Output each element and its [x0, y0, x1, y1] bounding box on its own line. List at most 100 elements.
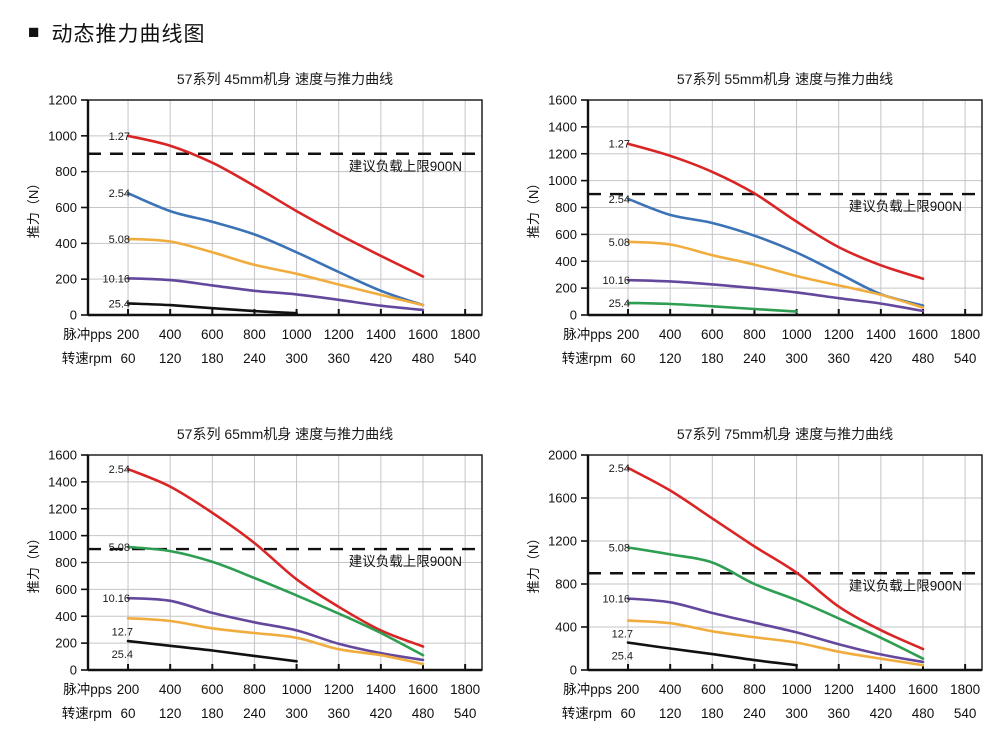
y-tick-label: 400	[55, 236, 77, 251]
x-tick-label-pps: 400	[159, 682, 182, 697]
curve-label-2.54: 2.54	[609, 194, 630, 206]
y-tick-label: 400	[55, 609, 77, 624]
curve-label-10.16: 10.16	[103, 593, 131, 605]
curve-label-12.7: 12.7	[612, 629, 633, 641]
x-tick-label-rpm: 540	[954, 351, 977, 366]
x-tick-label-pps: 200	[617, 327, 640, 342]
x-tick-label-pps: 400	[659, 327, 682, 342]
x-tick-label-rpm: 480	[912, 706, 935, 721]
x-row-label-pps: 脉冲pps	[63, 682, 112, 697]
x-tick-label-rpm: 360	[327, 351, 350, 366]
x-tick-label-pps: 600	[201, 327, 224, 342]
page-title: ■ 动态推力曲线图	[28, 18, 205, 48]
chart-panel-75mm: 57系列 75mm机身 速度与推力曲线 推力（N） 0 400 800 1200 1600 2…	[518, 415, 998, 733]
x-tick-label-pps: 1600	[908, 682, 938, 697]
x-tick-label-rpm: 180	[701, 706, 724, 721]
curve-12.7	[626, 619, 925, 667]
curve-10.16	[626, 597, 925, 664]
curve-5.08	[626, 546, 925, 660]
curve-label-5.08: 5.08	[109, 234, 130, 246]
y-tick-label: 1000	[48, 528, 77, 543]
curve-25.4	[626, 641, 798, 667]
x-tick-label-pps: 1200	[824, 682, 854, 697]
x-tick-label-rpm: 240	[243, 706, 266, 721]
curve-label-10.16: 10.16	[603, 275, 631, 287]
x-row-label-pps: 脉冲pps	[563, 327, 612, 342]
x-tick-label-rpm: 60	[621, 706, 636, 721]
x-tick-label-rpm: 180	[201, 351, 224, 366]
y-tick-label: 200	[55, 272, 77, 287]
x-tick-label-pps: 600	[201, 682, 224, 697]
curve-5.08	[126, 545, 425, 657]
charts-grid: 57系列 45mm机身 速度与推力曲线 推力（N） 0 200 400 600 800 100…	[18, 60, 1000, 733]
x-tick-label-pps: 1400	[366, 327, 396, 342]
x-tick-label-pps: 1600	[408, 682, 438, 697]
x-tick-label-rpm: 540	[954, 706, 977, 721]
curve-label-25.4: 25.4	[109, 298, 130, 310]
x-tick-label-rpm: 420	[370, 706, 393, 721]
y-axis-label: 推力（N）	[26, 532, 41, 593]
chart-panel-65mm: 57系列 65mm机身 速度与推力曲线 推力（N） 0 200 400 600 800 100…	[18, 415, 498, 733]
x-tick-label-pps: 800	[243, 682, 266, 697]
curve-10.16	[626, 278, 925, 313]
limit-line-label: 建议负载上限900N	[849, 199, 962, 214]
y-tick-label: 800	[55, 164, 77, 179]
x-tick-label-rpm: 420	[370, 351, 393, 366]
curve-5.08	[126, 237, 425, 307]
x-tick-label-rpm: 120	[659, 706, 682, 721]
x-tick-label-pps: 800	[243, 327, 266, 342]
y-tick-label: 0	[570, 663, 577, 678]
x-tick-label-pps: 1400	[866, 327, 896, 342]
x-tick-label-rpm: 60	[121, 706, 136, 721]
x-tick-label-rpm: 360	[827, 706, 850, 721]
y-tick-label: 1000	[548, 173, 577, 188]
curve-label-10.16: 10.16	[103, 273, 131, 285]
y-axis-label: 推力（N）	[526, 177, 541, 238]
y-tick-label: 1600	[548, 93, 577, 108]
y-tick-label: 0	[70, 308, 77, 323]
y-tick-label: 1200	[48, 93, 77, 108]
y-tick-label: 800	[555, 200, 577, 215]
limit-line-label: 建议负载上限900N	[849, 578, 962, 593]
y-tick-label: 1000	[48, 128, 77, 143]
y-tick-label: 200	[555, 281, 577, 296]
y-tick-label: 1400	[548, 119, 577, 134]
curve-label-2.54: 2.54	[109, 188, 130, 200]
x-tick-label-rpm: 120	[159, 351, 182, 366]
curve-label-25.4: 25.4	[609, 298, 630, 310]
curve-2.54	[126, 191, 425, 307]
page-title-text: 动态推力曲线图	[51, 23, 206, 46]
x-tick-label-rpm: 480	[912, 351, 935, 366]
x-tick-label-pps: 1600	[408, 327, 438, 342]
x-tick-label-rpm: 120	[659, 351, 682, 366]
y-tick-label: 600	[555, 227, 577, 242]
x-tick-label-rpm: 300	[785, 351, 808, 366]
x-tick-label-pps: 1000	[282, 682, 312, 697]
x-tick-label-pps: 800	[743, 682, 766, 697]
curve-12.7	[126, 617, 425, 666]
curve-label-5.08: 5.08	[109, 542, 130, 554]
curve-1.27	[626, 142, 925, 280]
x-tick-label-rpm: 180	[201, 706, 224, 721]
x-tick-label-pps: 400	[659, 682, 682, 697]
y-axis-label: 推力（N）	[26, 177, 41, 238]
x-tick-label-pps: 200	[117, 327, 140, 342]
y-tick-label: 600	[55, 582, 77, 597]
x-tick-label-rpm: 540	[454, 706, 477, 721]
chart-panel-45mm: 57系列 45mm机身 速度与推力曲线 推力（N） 0 200 400 600 800 100…	[18, 60, 498, 378]
x-tick-label-rpm: 480	[412, 706, 435, 721]
curve-5.08	[626, 240, 925, 309]
x-tick-label-rpm: 300	[285, 706, 308, 721]
x-tick-label-pps: 200	[117, 682, 140, 697]
curve-label-12.7: 12.7	[112, 626, 133, 638]
x-tick-label-rpm: 240	[743, 351, 766, 366]
x-tick-label-pps: 1600	[908, 327, 938, 342]
x-tick-label-rpm: 180	[701, 351, 724, 366]
x-tick-label-rpm: 540	[454, 351, 477, 366]
y-tick-label: 1600	[548, 491, 577, 506]
x-tick-label-pps: 1400	[866, 682, 896, 697]
curve-label-5.08: 5.08	[609, 542, 630, 554]
curve-label-10.16: 10.16	[603, 594, 631, 606]
